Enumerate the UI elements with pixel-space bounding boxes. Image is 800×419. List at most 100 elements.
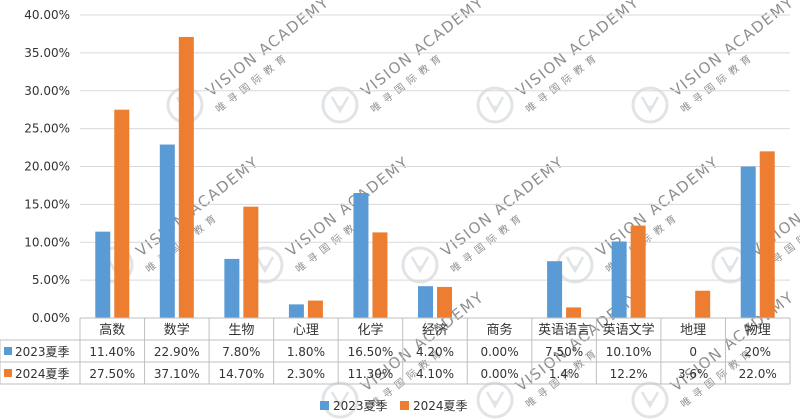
table-cell-value: 22.0% [739,367,777,381]
table-cell-value: 14.70% [218,367,264,381]
watermark-glyph [640,96,660,114]
table-cell-value: 1.4% [549,367,580,381]
y-tick-label: 35.00% [24,46,70,60]
table-cell-value: 20% [744,345,771,359]
watermark-ring [476,381,514,419]
y-tick-label: 15.00% [24,197,70,211]
y-tick-label: 0.00% [32,311,70,325]
legend-label: 2023夏季 [333,399,388,413]
y-axis-ticks: 0.00% 5.00% 10.00% 15.00% 20.00% 25.00% 30.00%… [24,8,70,325]
bar [418,286,433,318]
legend-swatch [400,401,409,410]
table-cell-value: 7.80% [222,345,260,359]
legend: 2023夏季 2024夏季 [320,399,468,413]
bar [547,261,563,318]
data-table: 高数 数学 生物 心理 化学 经济 商务 英语语言 英语文学 地理 物理 2023夏季 11.40% 22… [0,317,791,385]
watermark-glyph [410,256,430,274]
watermark-ring [556,246,594,284]
bar [353,193,369,318]
table-cell-value: 4.20% [416,345,454,359]
watermark-glyph [720,256,740,274]
bars [95,36,775,318]
table-cell-value: 2.30% [287,367,325,381]
watermark-glyph [485,391,505,409]
y-tick-label: 20.00% [24,160,70,174]
table-cell-value: 37.10% [154,367,200,381]
watermark-text: VISION ACADEMY [437,153,567,260]
bar [566,307,582,318]
table-cell-value: 0.00% [480,367,518,381]
y-tick-label: 30.00% [24,84,70,98]
y-tick-label: 5.00% [32,273,70,287]
bar [372,232,388,318]
bar [114,109,130,318]
y-tick-label: 10.00% [24,235,70,249]
bar [695,290,711,318]
watermark-ring [321,381,359,419]
watermark-glyph [330,96,350,114]
category-label: 心理 [293,323,319,338]
legend-label: 2024夏季 [413,399,468,413]
bar [288,304,304,318]
row-key-swatch [4,369,12,377]
category-label: 商务 [487,322,513,338]
table-cell-value: 7.50% [545,345,583,359]
bar [243,206,259,318]
bar [740,166,756,318]
category-label: 数学 [164,322,190,338]
legend-swatch [320,401,329,410]
watermark-text: VISION ACADEMY [282,153,412,260]
bar [307,300,323,318]
row-series-name: 2024夏季 [15,367,70,381]
y-tick-label: 40.00% [24,8,70,22]
table-cell-value: 11.40% [89,345,135,359]
category-label: 英语文学 [603,322,655,338]
table-cell-value: 27.50% [89,367,135,381]
bar [437,286,452,318]
table-cell-value: 12.2% [610,367,648,381]
bar [159,144,175,318]
watermark-ring [476,86,514,124]
table-cell-value: 0 [689,345,697,359]
category-label: 地理 [680,323,706,338]
category-label: 经济 [422,323,448,338]
category-label: 英语语言 [538,323,590,338]
category-label: 化学 [357,322,383,338]
table-cell-value: 4.10% [416,367,454,381]
watermark-ring [631,381,669,419]
watermark-ring [401,246,439,284]
bar [95,231,111,318]
bar [759,151,775,318]
table-cell-value: 0.00% [480,345,518,359]
row-key-swatch [4,347,12,355]
table-cell-value: 22.90% [154,345,200,359]
bar [611,241,627,318]
category-label: 高数 [99,322,125,338]
watermark-text: VISION ACADEMY [132,153,262,260]
table-cell-value: 11.30% [348,367,394,381]
bar [630,225,646,318]
watermark-glyph [565,256,585,274]
watermark-ring [321,86,359,124]
watermark-ring [631,86,669,124]
row-series-name: 2023夏季 [15,345,70,359]
category-label: 物理 [745,323,771,338]
category-label: 生物 [228,323,254,338]
table-cell-value: 16.50% [348,345,394,359]
watermark-glyph [330,391,350,409]
watermark-glyph [255,256,275,274]
y-tick-label: 25.00% [24,122,70,136]
watermark-glyph [485,96,505,114]
bar [178,36,194,318]
bar [224,258,240,318]
watermark-glyph [640,391,660,409]
table-cell-value: 3.6% [678,367,709,381]
table-cell-value: 10.10% [606,345,652,359]
